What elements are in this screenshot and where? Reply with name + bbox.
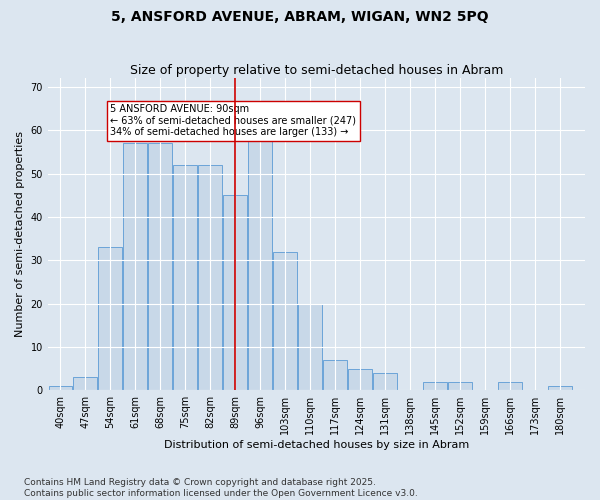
Bar [373, 373, 397, 390]
Bar [274, 252, 297, 390]
Y-axis label: Number of semi-detached properties: Number of semi-detached properties [15, 131, 25, 337]
Text: 5, ANSFORD AVENUE, ABRAM, WIGAN, WN2 5PQ: 5, ANSFORD AVENUE, ABRAM, WIGAN, WN2 5PQ [111, 10, 489, 24]
Bar [223, 195, 247, 390]
Bar [199, 165, 222, 390]
Bar [248, 139, 272, 390]
Bar [49, 386, 72, 390]
Bar [498, 382, 522, 390]
Bar [448, 382, 472, 390]
Text: Contains HM Land Registry data © Crown copyright and database right 2025.
Contai: Contains HM Land Registry data © Crown c… [24, 478, 418, 498]
Bar [148, 143, 172, 390]
Bar [424, 382, 447, 390]
X-axis label: Distribution of semi-detached houses by size in Abram: Distribution of semi-detached houses by … [164, 440, 469, 450]
Bar [73, 377, 97, 390]
Bar [349, 368, 372, 390]
Bar [124, 143, 147, 390]
Text: 5 ANSFORD AVENUE: 90sqm
← 63% of semi-detached houses are smaller (247)
34% of s: 5 ANSFORD AVENUE: 90sqm ← 63% of semi-de… [110, 104, 356, 138]
Bar [323, 360, 347, 390]
Bar [298, 304, 322, 390]
Title: Size of property relative to semi-detached houses in Abram: Size of property relative to semi-detach… [130, 64, 503, 77]
Bar [548, 386, 572, 390]
Bar [173, 165, 197, 390]
Bar [98, 247, 122, 390]
